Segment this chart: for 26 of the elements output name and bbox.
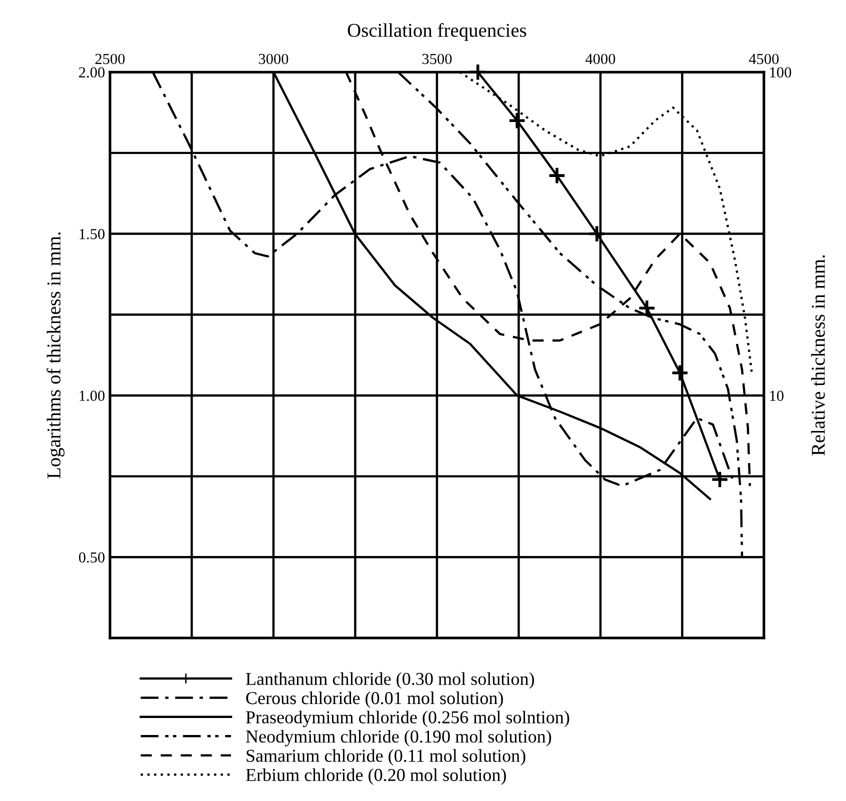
- legend-label: Cerous chloride (0.01 mol solution): [246, 692, 503, 708]
- point: [710, 470, 729, 489]
- point: [468, 63, 487, 82]
- x-tick-label: 2500: [95, 54, 125, 64]
- y2-tick-label: 100: [770, 67, 792, 78]
- point: [670, 364, 689, 382]
- y2-axis-title: Relative thickness in mm.: [811, 255, 825, 456]
- y2-tick-label: 10: [770, 390, 784, 401]
- legend-label: Praseodymium chloride (0.256 mol solntion): [246, 710, 570, 728]
- legend-label: Samarium chloride (0.11 mol solution): [246, 749, 526, 766]
- y-axis-title: Logarithms of thickness in mm.: [46, 232, 64, 478]
- point: [548, 166, 566, 185]
- y-tick-label: 1.00: [80, 390, 105, 401]
- point: [508, 112, 526, 130]
- x-tick-label: 3000: [258, 54, 288, 64]
- x-axis-title: Oscillation frequencies: [348, 23, 526, 41]
- legend-label: Lanthanum chloride (0.30 mol solution): [246, 672, 534, 689]
- y-tick-label: 0.50: [78, 552, 105, 563]
- x-tick-label: 4500: [748, 54, 779, 64]
- legend-label: Neodymium chloride (0.190 mol solution): [246, 730, 552, 746]
- x-tick-label: 4000: [585, 54, 616, 64]
- y-tick-label: 2.00: [79, 67, 105, 78]
- legend-label: Erbium chloride (0.20 mol solution): [246, 768, 506, 785]
- point: [588, 224, 606, 243]
- y-tick-label: 1.50: [80, 228, 105, 240]
- x-tick-label: 3500: [422, 54, 452, 64]
